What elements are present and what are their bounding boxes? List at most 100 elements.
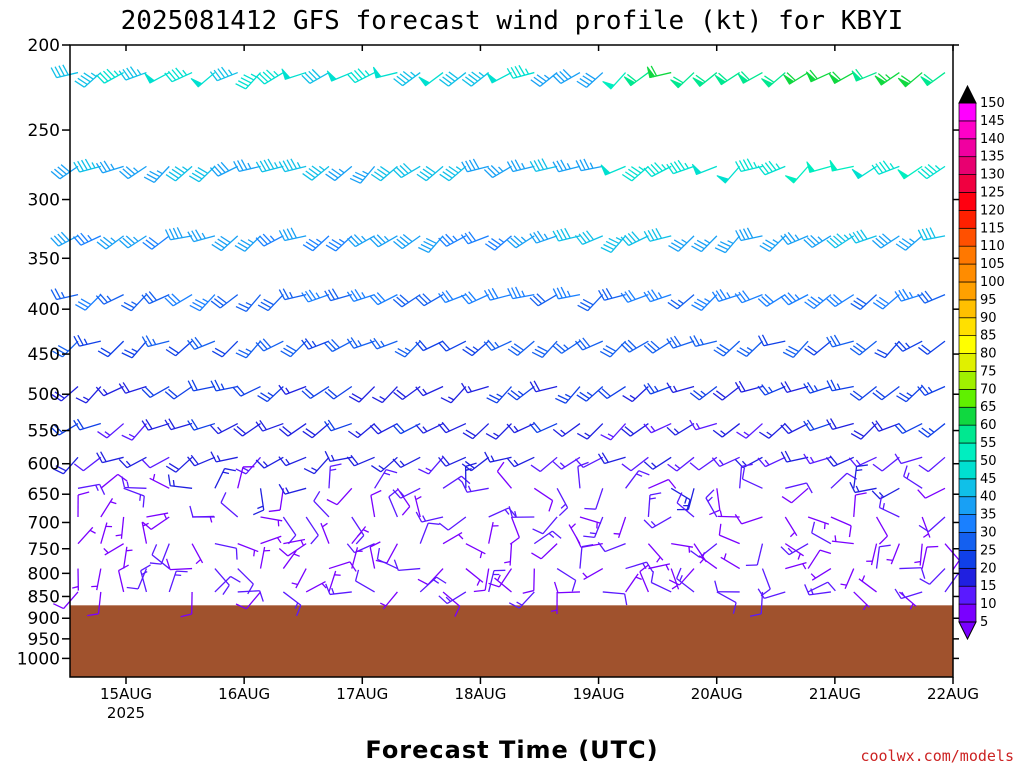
wind-barb [552, 286, 581, 300]
wind-barb [328, 463, 342, 489]
y-tick-label: 800 [28, 564, 60, 584]
wind-barb [917, 487, 946, 499]
wind-barb [220, 492, 239, 518]
wind-barb [461, 71, 490, 87]
wind-barb [164, 227, 193, 241]
wind-barb [613, 516, 627, 539]
wind-barb [643, 228, 672, 242]
wind-barb [745, 543, 764, 567]
colorbar-max-triangle [958, 84, 977, 104]
wind-barb [348, 386, 376, 403]
y-tick-label: 850 [28, 587, 60, 607]
wind-barb [646, 65, 672, 79]
wind-barb [278, 423, 307, 437]
x-tick-sublabel: 2025 [107, 704, 145, 722]
wind-barb [438, 233, 467, 247]
colorbar-tick-label: 25 [980, 543, 997, 558]
chart-title: 2025081412 GFS forecast wind profile (kt… [121, 6, 904, 36]
wind-barb [714, 580, 740, 593]
wind-barb [582, 567, 604, 580]
wind-barb [921, 516, 931, 538]
wind-barb [711, 456, 740, 468]
wind-barb [143, 165, 170, 184]
wind-barb [372, 66, 398, 79]
colorbar-box [958, 406, 977, 426]
wind-barb [164, 385, 193, 400]
wind-barb [233, 423, 261, 437]
wind-barb [529, 230, 558, 244]
x-tick-label: 16AUG [218, 685, 270, 703]
wind-barb [488, 521, 499, 544]
wind-barb [214, 543, 238, 560]
wind-barb [473, 568, 490, 593]
wind-barb [187, 229, 216, 243]
wind-barb [77, 483, 106, 495]
colorbar-tick-label: 5 [980, 615, 988, 630]
wind-barb [506, 456, 535, 468]
wind-barb [369, 337, 398, 350]
wind-barb [50, 164, 79, 180]
wind-barb [442, 531, 464, 545]
wind-barb [187, 379, 216, 392]
wind-barb [259, 546, 271, 569]
y-tick-label: 300 [28, 191, 60, 211]
wind-barb [532, 516, 558, 535]
wind-barb [577, 294, 604, 312]
wind-barb [324, 288, 352, 302]
wind-barb [917, 163, 946, 180]
wind-barb [253, 488, 265, 516]
wind-barb [803, 381, 832, 394]
wind-barb [100, 498, 117, 518]
wind-barb [141, 456, 170, 469]
colorbar-tick-label: 55 [980, 436, 997, 451]
wind-barb [460, 291, 489, 305]
wind-barb [118, 456, 147, 469]
wind-barb [283, 538, 306, 547]
colorbar-box [958, 263, 977, 283]
wind-barb [165, 558, 193, 571]
wind-barb [806, 161, 832, 173]
wind-barb [209, 66, 238, 82]
wind-barb [691, 163, 718, 176]
wind-barb [784, 516, 798, 538]
wind-barb [803, 234, 832, 248]
colorbar-box [958, 245, 977, 265]
wind-barb [639, 564, 650, 593]
wind-barb [141, 385, 170, 398]
wind-barb [780, 422, 809, 435]
wind-barb [850, 294, 877, 311]
wind-barb [301, 289, 330, 303]
wind-barb [73, 456, 102, 472]
wind-barb [648, 563, 671, 571]
wind-barb [415, 293, 444, 307]
wind-barb [255, 233, 284, 247]
wind-barb [552, 159, 581, 173]
wind-barb [896, 386, 923, 403]
wind-barb [784, 543, 804, 560]
wind-barb [897, 165, 923, 180]
wind-barb [278, 543, 307, 557]
x-tick-label: 20AUG [691, 685, 743, 703]
wind-barb [313, 490, 330, 518]
wind-barb [486, 386, 512, 404]
wind-barb [531, 340, 558, 359]
wind-barb [72, 568, 79, 591]
colorbar-box [958, 371, 977, 390]
wind-barb [840, 568, 855, 590]
wind-barb [164, 293, 193, 307]
colorbar-tick-label: 150 [980, 96, 1005, 111]
wind-barb [917, 290, 946, 304]
wind-barb [96, 451, 124, 464]
wind-barb [141, 291, 170, 305]
wind-barb [210, 451, 238, 463]
wind-barb [214, 568, 230, 596]
wind-barb [438, 591, 467, 605]
wind-barb [439, 165, 467, 182]
wind-barb [579, 544, 594, 569]
wind-barb [302, 165, 330, 181]
colorbar-box [958, 603, 977, 623]
colorbar-tick-label: 130 [980, 168, 1005, 183]
wind-barb [237, 466, 255, 489]
wind-barb [325, 165, 353, 182]
wind-barb [167, 474, 193, 489]
